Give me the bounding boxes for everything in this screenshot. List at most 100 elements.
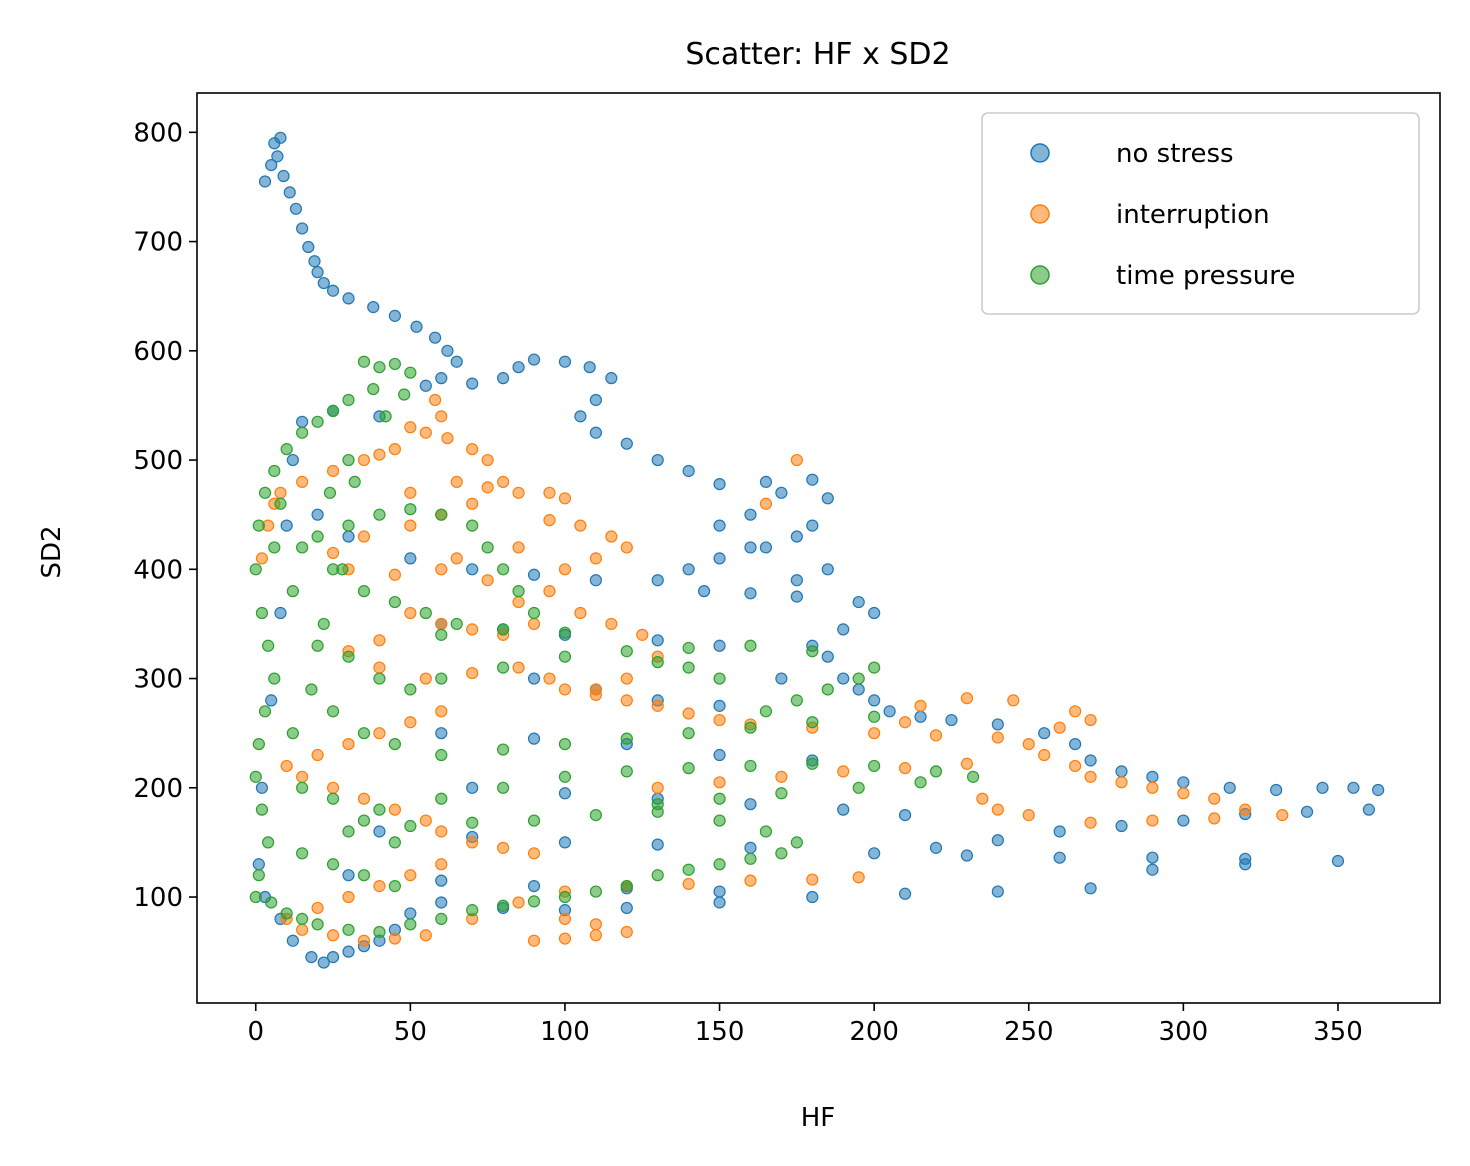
point-interruption <box>512 541 525 554</box>
point-no-stress <box>296 415 309 428</box>
point-interruption <box>357 934 371 947</box>
point-no-stress <box>1270 783 1283 797</box>
point-no-stress <box>367 301 380 314</box>
point-time-pressure <box>651 656 664 669</box>
point-no-stress <box>311 508 324 521</box>
point-time-pressure <box>527 895 541 908</box>
point-interruption <box>373 727 386 740</box>
point-no-stress <box>1053 825 1066 838</box>
point-time-pressure <box>342 393 355 407</box>
point-interruption <box>1177 787 1190 800</box>
point-time-pressure <box>435 628 448 641</box>
point-no-stress <box>435 727 448 740</box>
point-interruption <box>929 729 943 742</box>
point-time-pressure <box>274 497 287 510</box>
point-interruption <box>1208 812 1221 825</box>
point-interruption <box>543 486 556 499</box>
point-no-stress <box>821 563 834 576</box>
point-no-stress <box>852 683 865 696</box>
point-time-pressure <box>806 645 819 658</box>
point-no-stress <box>868 606 881 620</box>
point-time-pressure <box>280 907 293 920</box>
point-time-pressure <box>759 825 773 838</box>
point-interruption <box>512 896 525 909</box>
point-interruption <box>620 925 633 939</box>
point-time-pressure <box>280 443 293 456</box>
point-time-pressure <box>311 639 324 652</box>
point-interruption <box>357 453 371 467</box>
point-time-pressure <box>326 705 340 718</box>
point-no-stress <box>527 672 541 685</box>
point-no-stress <box>1347 781 1360 794</box>
point-interruption <box>713 776 726 789</box>
plot-frame <box>196 92 1441 1004</box>
point-interruption <box>759 497 773 510</box>
point-time-pressure <box>373 508 386 521</box>
point-interruption <box>837 765 850 778</box>
point-interruption <box>898 716 912 729</box>
point-time-pressure <box>373 925 386 939</box>
point-interruption <box>419 929 432 942</box>
point-time-pressure <box>852 781 865 794</box>
point-time-pressure <box>868 759 881 773</box>
point-time-pressure <box>620 880 633 893</box>
point-interruption <box>852 871 865 884</box>
point-interruption <box>1022 809 1035 822</box>
point-no-stress <box>258 175 272 188</box>
point-interruption <box>1276 809 1289 822</box>
point-no-stress <box>605 372 618 385</box>
point-time-pressure <box>713 858 726 871</box>
point-no-stress <box>759 475 773 489</box>
point-no-stress <box>404 907 417 920</box>
point-time-pressure <box>589 885 602 898</box>
point-time-pressure <box>296 426 309 439</box>
point-time-pressure <box>373 672 386 685</box>
point-no-stress <box>837 803 850 816</box>
point-time-pressure <box>558 890 572 904</box>
x-tick-label: 50 <box>394 1017 427 1047</box>
point-no-stress <box>1177 776 1190 789</box>
point-no-stress <box>1239 858 1252 871</box>
point-no-stress <box>428 331 442 344</box>
point-time-pressure <box>255 606 269 620</box>
point-no-stress <box>713 639 726 652</box>
point-no-stress <box>1146 770 1159 783</box>
point-no-stress <box>277 169 290 183</box>
point-time-pressure <box>348 475 361 489</box>
point-no-stress <box>286 934 299 947</box>
point-no-stress <box>527 732 541 745</box>
point-time-pressure <box>367 382 380 396</box>
point-time-pressure <box>497 623 510 636</box>
point-no-stress <box>821 492 834 505</box>
point-interruption <box>296 923 309 936</box>
point-no-stress <box>419 379 432 392</box>
point-time-pressure <box>404 683 417 696</box>
point-no-stress <box>589 574 602 587</box>
point-interruption <box>326 929 340 942</box>
point-no-stress <box>527 353 541 366</box>
point-interruption <box>960 757 974 770</box>
point-interruption <box>682 707 695 720</box>
point-no-stress <box>806 473 819 486</box>
point-no-stress <box>806 890 819 904</box>
point-interruption <box>326 546 340 560</box>
point-time-pressure <box>252 519 265 532</box>
plot-area <box>249 131 1385 969</box>
point-interruption <box>1069 759 1082 773</box>
point-interruption <box>1208 792 1221 805</box>
point-time-pressure <box>967 770 980 783</box>
point-time-pressure <box>262 639 275 652</box>
point-time-pressure <box>852 672 865 685</box>
point-no-stress <box>682 563 695 576</box>
point-no-stress <box>651 634 664 647</box>
point-interruption <box>373 448 386 461</box>
point-no-stress <box>790 574 803 587</box>
point-interruption <box>589 918 602 931</box>
point-interruption <box>527 617 541 631</box>
point-time-pressure <box>558 737 572 751</box>
point-time-pressure <box>379 410 392 423</box>
point-interruption <box>450 475 463 489</box>
point-interruption <box>976 792 989 805</box>
point-time-pressure <box>682 863 695 876</box>
